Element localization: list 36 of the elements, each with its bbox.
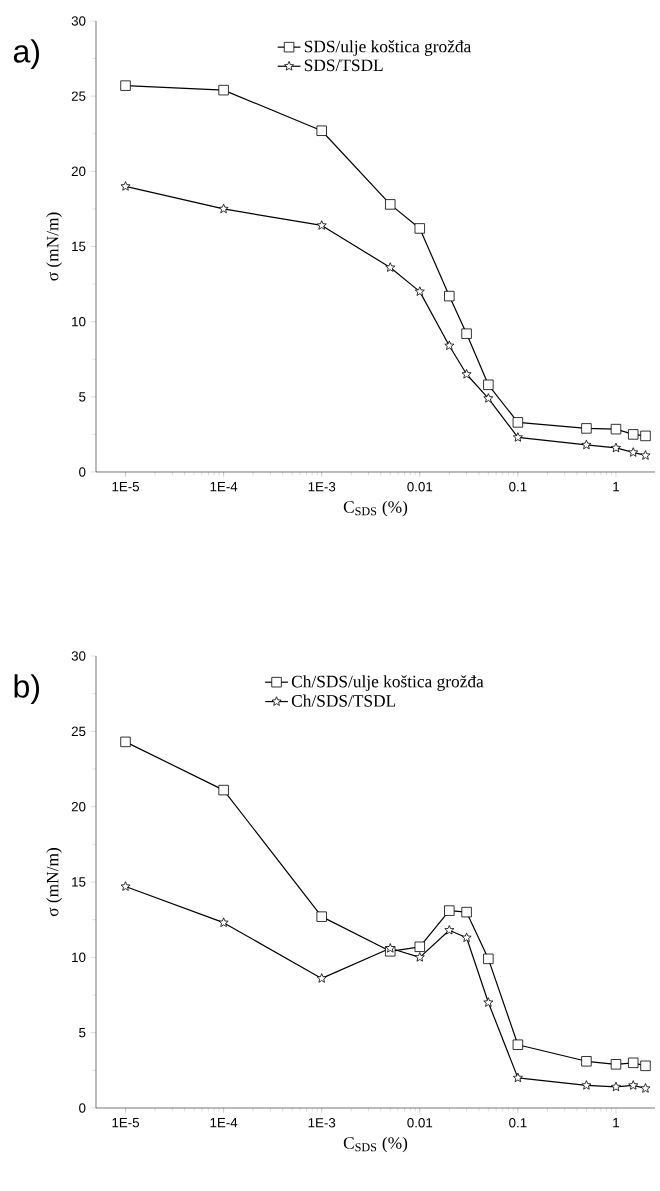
y-axis-title: σ (mN/m) [46, 212, 62, 281]
y-tick-label: 30 [71, 651, 86, 661]
x-tick-label: 0.1 [509, 482, 527, 492]
y-tick-label: 0 [79, 467, 86, 477]
legend-label: SDS/ulje koštica grožđa [304, 40, 472, 56]
x-tick-label: 1E-3 [308, 1118, 336, 1128]
x-tick-label: 0.01 [407, 482, 433, 492]
y-tick-label: 20 [71, 166, 86, 177]
y-axis-title: σ (mN/m) [46, 848, 62, 917]
x-tick-label: 1 [613, 1118, 620, 1128]
x-tick-label: 1 [613, 482, 620, 492]
legend-label: Ch/SDS/ulje koštica grožđa [291, 675, 484, 691]
x-tick-label: 1E-5 [112, 1118, 140, 1128]
x-tick-label: 0.01 [407, 1118, 433, 1128]
y-tick-label: 25 [71, 726, 86, 737]
x-tick-label: 1E-4 [210, 1118, 238, 1128]
text: b) [14, 674, 39, 705]
x-tick-label: 0.1 [509, 1118, 527, 1128]
y-tick-label: 10 [72, 316, 86, 327]
y-tick-label: 15 [72, 877, 86, 887]
y-tick-label: 15 [72, 241, 86, 252]
x-axis-title: C$_{SDS}$ (%) [343, 500, 408, 517]
text: a) [13, 39, 39, 70]
x-tick-label: 1E-3 [308, 482, 336, 492]
y-tick-label: 0 [79, 1103, 86, 1113]
y-tick-label: 5 [79, 392, 86, 402]
x-axis-title: C$_{SDS}$ (%) [343, 1136, 408, 1153]
y-tick-label: 30 [71, 16, 86, 26]
y-tick-label: 10 [72, 952, 86, 963]
y-tick-label: 20 [71, 801, 86, 812]
x-tick-label: 1E-5 [112, 482, 140, 492]
y-tick-label: 5 [79, 1028, 86, 1038]
legend-label: SDS/TSDL [304, 59, 383, 72]
legend-label: Ch/SDS/TSDL [291, 694, 396, 707]
y-tick-label: 25 [71, 91, 86, 101]
x-tick-label: 1E-4 [210, 482, 238, 492]
